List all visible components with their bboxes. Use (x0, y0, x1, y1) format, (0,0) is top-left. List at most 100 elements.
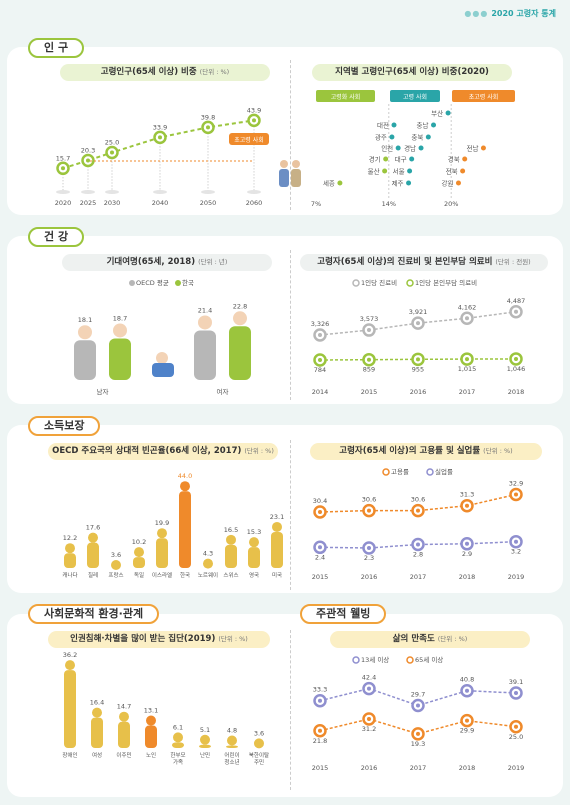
data-point-center (465, 357, 469, 362)
data-point-center (465, 503, 469, 508)
data-point-center (367, 686, 371, 691)
region-point (337, 180, 343, 186)
panel-title-text: 지역별 고령인구(65세 이상) 비중(2020) (335, 67, 489, 77)
data-point-center (318, 510, 322, 514)
region-label: 세종 (323, 179, 335, 188)
series-line (319, 311, 517, 336)
bar-head (200, 734, 210, 745)
legend-marker (352, 279, 360, 287)
group-label: 고령 사회 (403, 93, 427, 101)
legend-marker (352, 656, 360, 664)
bar-head (180, 481, 190, 492)
legend-label: OECD 평균 (136, 278, 169, 287)
series-line (319, 493, 517, 513)
data-label: 29.7 (411, 690, 425, 698)
bar-head (249, 537, 259, 548)
x-tick-label: 어린이 (224, 751, 239, 759)
data-point-center (318, 728, 322, 733)
x-tick-label: 노인 (146, 752, 156, 759)
x-tick-label: 여성 (92, 751, 102, 759)
base-ellipse (81, 190, 95, 194)
data-label: 39.1 (509, 678, 523, 686)
data-point-center (367, 546, 371, 550)
x-tick-label: 14% (382, 200, 396, 208)
x-tick-label: 2016 (361, 573, 378, 581)
bar (145, 725, 157, 748)
data-point-center (514, 492, 518, 497)
section-tab-population: 인 구 (28, 38, 85, 58)
legend-marker (426, 468, 434, 476)
x-tick-label: 영국 (249, 571, 259, 579)
data-point-center (367, 508, 371, 513)
x-tick-label: 독일 (134, 571, 144, 579)
panel-unit: (단위 : %) (244, 447, 274, 455)
region-point (407, 168, 413, 174)
bar (225, 544, 237, 568)
legend-label: 13세 이상 (361, 655, 389, 664)
data-label: 44.0 (178, 472, 192, 480)
divider (290, 630, 291, 790)
x-tick-label: 2018 (459, 573, 476, 581)
bar (179, 491, 191, 568)
x-tick-label: 칠레 (88, 571, 98, 579)
data-label: 33.9 (153, 123, 167, 131)
x-tick-label: 2017 (410, 764, 427, 772)
data-point-center (465, 718, 469, 723)
bar (226, 745, 238, 748)
data-label: 1,046 (507, 365, 526, 373)
x-tick-label: 2015 (361, 388, 378, 396)
data-label: 39.8 (201, 113, 215, 121)
data-label: 15.3 (247, 528, 261, 536)
bar (248, 547, 260, 568)
data-label: 22.8 (233, 302, 247, 310)
region-point (462, 156, 468, 162)
data-label: 21.8 (313, 737, 327, 745)
legend-marker (406, 279, 414, 287)
data-label: 5.1 (200, 726, 210, 734)
data-label: 2.3 (364, 554, 374, 562)
region-point (382, 168, 388, 174)
annotation-box (229, 133, 269, 145)
bar-head (157, 528, 167, 539)
data-point-center (318, 333, 322, 337)
data-label: 4,162 (458, 303, 477, 311)
divider (290, 60, 291, 210)
x-tick-label: 프랑스 (108, 572, 123, 579)
x-tick-label: 청소년 (224, 758, 239, 766)
x-tick-label: 2015 (312, 573, 329, 581)
data-label: 25.0 (509, 733, 523, 741)
data-point-center (465, 541, 469, 546)
data-label: 955 (412, 365, 424, 373)
panel-title-employment: 고령자(65세 이상)의 고용률 및 실업률 (단위 : %) (310, 443, 542, 460)
data-label: 784 (314, 366, 326, 374)
x-tick-label: 북한이탈 (249, 751, 269, 759)
data-label: 18.1 (78, 316, 92, 324)
panel-unit: (단위 : %) (483, 447, 513, 455)
bar-head (173, 732, 183, 743)
legend-label: 65세 이상 (415, 655, 443, 664)
elderly-woman-body (291, 169, 301, 187)
data-label: 20.3 (81, 146, 95, 154)
bar (64, 553, 76, 568)
bar (172, 742, 184, 748)
bar (64, 670, 76, 748)
data-label: 13.1 (144, 707, 158, 715)
x-tick-label: 미국 (272, 571, 282, 579)
data-label: 15.7 (56, 154, 70, 162)
data-label: 2.9 (462, 550, 472, 558)
bar (91, 717, 103, 748)
section-tab-wellbeing: 주관적 웰빙 (300, 604, 387, 624)
region-label: 전남 (466, 144, 478, 153)
divider (290, 440, 291, 590)
region-label: 전북 (446, 167, 458, 176)
x-tick-label: 2030 (104, 199, 121, 207)
data-label: 30.4 (313, 497, 327, 505)
base-ellipse (247, 190, 261, 194)
data-point-center (367, 717, 371, 721)
region-label: 충남 (417, 121, 429, 130)
bar (156, 538, 168, 568)
data-label: 3.2 (511, 548, 521, 556)
panel-title-text: 고령자(65세 이상)의 진료비 및 본인부담 의료비 (317, 257, 493, 267)
